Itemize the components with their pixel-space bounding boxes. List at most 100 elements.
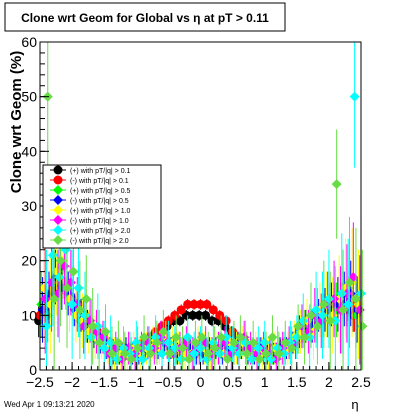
data-point [92, 321, 103, 332]
legend-label: (-) with pT/|q| > 0.5 [70, 198, 129, 205]
data-point [132, 343, 143, 354]
data-point [171, 332, 182, 343]
data-point [330, 315, 341, 326]
data-point [189, 348, 200, 359]
x-axis-label: η [351, 397, 358, 412]
legend-label: (-) with pT/|q| > 1.0 [70, 218, 129, 225]
data-point [68, 266, 79, 277]
data-point [349, 91, 360, 102]
data-point [208, 305, 218, 315]
data-point [221, 332, 232, 343]
data-point [298, 315, 309, 326]
data-point [209, 343, 220, 354]
legend-label: (+) with pT/|q| > 1.0 [70, 208, 131, 215]
legend-marker [53, 175, 63, 185]
data-point [240, 337, 251, 348]
data-point [195, 299, 205, 309]
data-point [49, 293, 60, 304]
data-point [81, 293, 92, 304]
data-point [317, 310, 328, 321]
data-point [241, 348, 252, 359]
data-point [234, 348, 245, 359]
data-point [189, 299, 199, 309]
data-point [74, 304, 85, 315]
data-point [112, 354, 123, 365]
legend-marker [53, 205, 63, 215]
data-point [228, 337, 239, 348]
data-point [176, 305, 186, 315]
data-point [196, 332, 207, 343]
data-point [201, 310, 211, 320]
legend-entry-6: (-) with pT/|q| > 1.0 [50, 215, 129, 225]
legend-marker [53, 235, 63, 245]
legend-label: (+) with pT/|q| > 0.1 [70, 168, 131, 175]
data-point [259, 337, 270, 348]
data-point [311, 304, 322, 315]
x-tick-label: 0.5 [223, 374, 243, 390]
data-point [246, 354, 257, 365]
data-point [40, 293, 51, 304]
data-point [106, 348, 117, 359]
data-point [163, 337, 174, 348]
axes: −2.5 −2 −1.5 −1 −0.5 0 0.5 1 1.5 2 2.5 0 10 20 30 40 50 6… [21, 34, 371, 390]
legend-label: (-) with pT/|q| > 0.1 [70, 178, 129, 185]
data-point [312, 321, 323, 332]
data-point [279, 348, 289, 359]
data-point [67, 299, 78, 310]
data-point [151, 337, 162, 348]
x-tick-label: 2.5 [351, 374, 371, 390]
legend-label: (-) with pT/|q| > 2.0 [70, 238, 129, 245]
data-point [184, 354, 194, 365]
title-box: Clone wrt Geom for Global vs η at pT > 0… [4, 2, 286, 32]
data-point [323, 293, 334, 304]
legend-entry-1: (+) with pT/|q| > 0.1 [50, 165, 131, 175]
x-tick-label: 2 [325, 374, 333, 390]
data-point [190, 337, 201, 348]
data-point [207, 316, 217, 326]
legend-marker [53, 215, 63, 225]
data-point [164, 348, 175, 359]
data-point [357, 321, 368, 332]
data-point [145, 348, 156, 359]
x-tick-label: 1.5 [287, 374, 307, 390]
data-point [216, 332, 227, 343]
data-point [253, 343, 264, 354]
chart-title: Clone wrt Geom for Global vs η at pT > 0… [21, 11, 269, 25]
legend-entry-8: (-) with pT/|q| > 2.0 [50, 235, 129, 245]
legend: (+) with pT/|q| > 0.1 (-) with pT/|q| > 0… [42, 164, 162, 249]
data-point [318, 299, 329, 310]
data-point [94, 337, 105, 348]
data-point [183, 299, 193, 309]
data-point [113, 337, 124, 348]
legend-marker [53, 195, 63, 205]
x-tick-label: 0 [197, 374, 205, 390]
y-tick-label: 10 [21, 307, 37, 323]
data-point [55, 255, 66, 266]
data-point [176, 354, 187, 365]
x-tick-label: −2.5 [26, 374, 54, 390]
legend-entry-5: (+) with pT/|q| > 1.0 [50, 205, 131, 215]
data-point [325, 315, 336, 326]
y-axis-label: Clone wrt Geom (%) [8, 51, 25, 194]
data-point [291, 332, 302, 343]
footer-timestamp: Wed Apr 1 09:13:21 2020 [4, 400, 95, 409]
x-tick-label: 1 [261, 374, 269, 390]
data-point [305, 310, 316, 321]
data-point [54, 272, 65, 283]
data-point [280, 337, 291, 348]
data-point [299, 332, 310, 343]
data-point [286, 343, 297, 354]
plot-area [34, 42, 368, 370]
y-tick-label: 20 [21, 253, 37, 269]
data-point [261, 348, 272, 359]
data-point [170, 310, 180, 320]
data-point [336, 288, 347, 299]
data-point [267, 332, 278, 343]
data-point [203, 348, 214, 359]
series-8 [42, 42, 368, 370]
data-point [182, 332, 193, 343]
legend-entry-4: (-) with pT/|q| > 0.5 [50, 195, 129, 205]
data-point [73, 283, 84, 293]
data-point [99, 343, 110, 354]
